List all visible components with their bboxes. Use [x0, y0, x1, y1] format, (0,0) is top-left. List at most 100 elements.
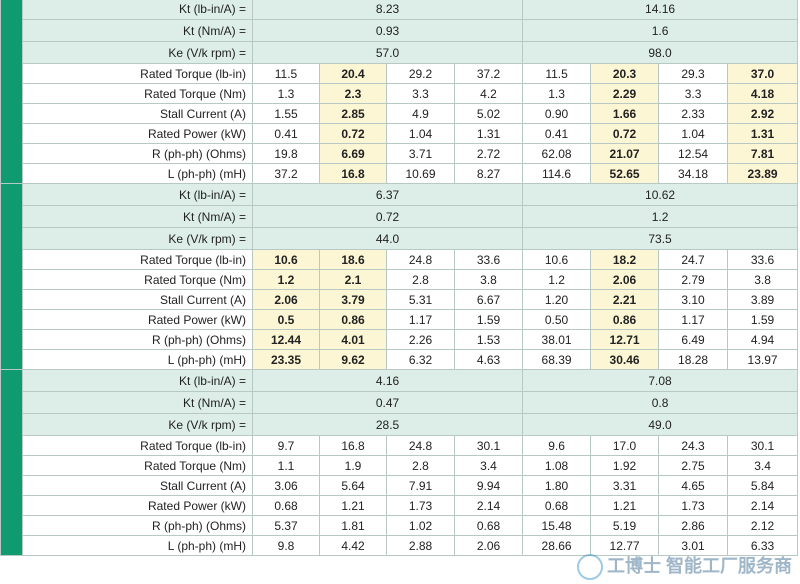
table-cell: 2.1 — [319, 269, 387, 290]
table-row: Rated Power (kW) 0.5 0.86 1.17 1.59 0.50 0.86 1… — [1, 309, 799, 330]
table-cell: 12.44 — [252, 329, 320, 350]
table-cell: 0.5 — [252, 309, 320, 330]
table-cell: 2.86 — [658, 515, 729, 536]
table-cell: 1.73 — [658, 495, 729, 516]
table-cell: 1.59 — [727, 309, 799, 330]
table-cell: 34.18 — [658, 163, 729, 184]
constant-value-right: 1.6 — [522, 19, 799, 42]
table-cell: 5.02 — [453, 103, 524, 124]
table-cell: 9.7 — [252, 435, 320, 456]
table-cell: 2.75 — [658, 455, 729, 476]
rpm-section-label: 4000 rpm — [0, 183, 23, 370]
table-cell: 5.37 — [252, 515, 320, 536]
watermark-circle-icon — [577, 554, 603, 580]
table-cell: 2.33 — [658, 103, 729, 124]
table-cell: 1.59 — [453, 309, 524, 330]
table-cell: 2.85 — [319, 103, 387, 124]
table-cell: 1.20 — [522, 289, 592, 310]
table-cell: 1.73 — [386, 495, 455, 516]
constant-value-right: 98.0 — [522, 41, 799, 64]
table-row: Stall Current (A) 1.55 2.85 4.9 5.02 0.90 1.66… — [1, 103, 799, 124]
table-cell: 1.04 — [386, 123, 455, 144]
table-row: Stall Current (A) 2.06 3.79 5.31 6.67 1.20 2.2… — [1, 289, 799, 310]
row-label: R (ph-ph) (Ohms) — [22, 143, 253, 164]
table-cell: 62.08 — [522, 143, 592, 164]
row-label: Rated Torque (Nm) — [22, 83, 253, 104]
table-cell: 23.89 — [727, 163, 799, 184]
motor-spec-table: 3000 rpm Kt (lb-in/A) = 8.23 14.16 Kt (Nm/A)… — [0, 0, 799, 556]
table-cell: 24.3 — [658, 435, 729, 456]
table-cell: 7.81 — [727, 143, 799, 164]
table-cell: 0.90 — [522, 103, 592, 124]
constant-value-right: 0.8 — [522, 391, 799, 414]
table-cell: 0.72 — [590, 123, 660, 144]
table-cell: 5.31 — [386, 289, 455, 310]
table-cell: 38.01 — [522, 329, 592, 350]
row-label: R (ph-ph) (Ohms) — [22, 329, 253, 350]
table-cell: 12.54 — [658, 143, 729, 164]
table-cell: 52.65 — [590, 163, 660, 184]
table-cell: 28.66 — [522, 535, 592, 556]
table-cell: 12.77 — [590, 535, 660, 556]
row-label: Stall Current (A) — [22, 289, 253, 310]
table-cell: 24.8 — [386, 435, 455, 456]
row-label: L (ph-ph) (mH) — [22, 349, 253, 370]
table-cell: 1.53 — [453, 329, 524, 350]
table-cell: 9.6 — [522, 435, 592, 456]
table-cell: 21.07 — [590, 143, 660, 164]
table-cell: 0.72 — [319, 123, 387, 144]
row-label: Rated Torque (lb-in) — [22, 249, 253, 270]
constant-row: Kt (Nm/A) = 0.72 1.2 — [1, 205, 799, 228]
constant-label: Ke (V/k rpm) = — [22, 227, 253, 250]
table-cell: 9.62 — [319, 349, 387, 370]
table-cell: 0.68 — [453, 515, 524, 536]
table-cell: 11.5 — [252, 63, 320, 84]
table-cell: 12.71 — [590, 329, 660, 350]
table-cell: 10.69 — [386, 163, 455, 184]
constant-row: Ke (V/k rpm) = 44.0 73.5 — [1, 227, 799, 250]
table-cell: 1.9 — [319, 455, 387, 476]
table-cell: 37.2 — [252, 163, 320, 184]
table-cell: 4.2 — [453, 83, 524, 104]
table-cell: 0.50 — [522, 309, 592, 330]
table-cell: 2.06 — [453, 535, 524, 556]
table-cell: 29.2 — [386, 63, 455, 84]
watermark-text: 工博士 智能工厂服务商 — [607, 555, 792, 576]
table-cell: 16.8 — [319, 163, 387, 184]
table-row: L (ph-ph) (mH) 37.2 16.8 10.69 8.27 114.6 52.6… — [1, 163, 799, 184]
table-cell: 7.91 — [386, 475, 455, 496]
table-cell: 3.31 — [590, 475, 660, 496]
table-cell: 1.31 — [453, 123, 524, 144]
table-row: Rated Torque (Nm) 1.2 2.1 2.8 3.8 1.2 2.06 2.79… — [1, 269, 799, 290]
table-row: Rated Power (kW) 0.41 0.72 1.04 1.31 0.41 0.72… — [1, 123, 799, 144]
constant-value-left: 6.37 — [251, 183, 524, 206]
constant-value-right: 14.16 — [522, 0, 799, 20]
table-cell: 3.06 — [252, 475, 320, 496]
table-row: R (ph-ph) (Ohms) 5.37 1.81 1.02 0.68 15.48 5.1… — [1, 515, 799, 536]
table-cell: 3.01 — [658, 535, 729, 556]
table-cell: 15.48 — [522, 515, 592, 536]
table-cell: 24.8 — [386, 249, 455, 270]
table-cell: 11.5 — [522, 63, 592, 84]
table-cell: 4.94 — [727, 329, 799, 350]
table-cell: 0.86 — [590, 309, 660, 330]
table-cell: 33.6 — [453, 249, 524, 270]
table-cell: 1.81 — [319, 515, 387, 536]
table-cell: 4.63 — [453, 349, 524, 370]
table-cell: 2.79 — [658, 269, 729, 290]
table-cell: 0.68 — [522, 495, 592, 516]
table-cell: 2.21 — [590, 289, 660, 310]
table-cell: 8.27 — [453, 163, 524, 184]
table-cell: 3.89 — [727, 289, 799, 310]
table-row: Rated Power (kW) 0.68 1.21 1.73 2.14 0.68 1.21… — [1, 495, 799, 516]
table-cell: 2.8 — [386, 455, 455, 476]
table-cell: 19.8 — [252, 143, 320, 164]
table-cell: 3.3 — [658, 83, 729, 104]
constant-value-right: 49.0 — [522, 413, 799, 436]
table-cell: 1.08 — [522, 455, 592, 476]
constant-label: Kt (lb-in/A) = — [22, 183, 253, 206]
constant-value-right: 1.2 — [522, 205, 799, 228]
table-cell: 68.39 — [522, 349, 592, 370]
table-cell: 29.3 — [658, 63, 729, 84]
table-cell: 9.8 — [252, 535, 320, 556]
